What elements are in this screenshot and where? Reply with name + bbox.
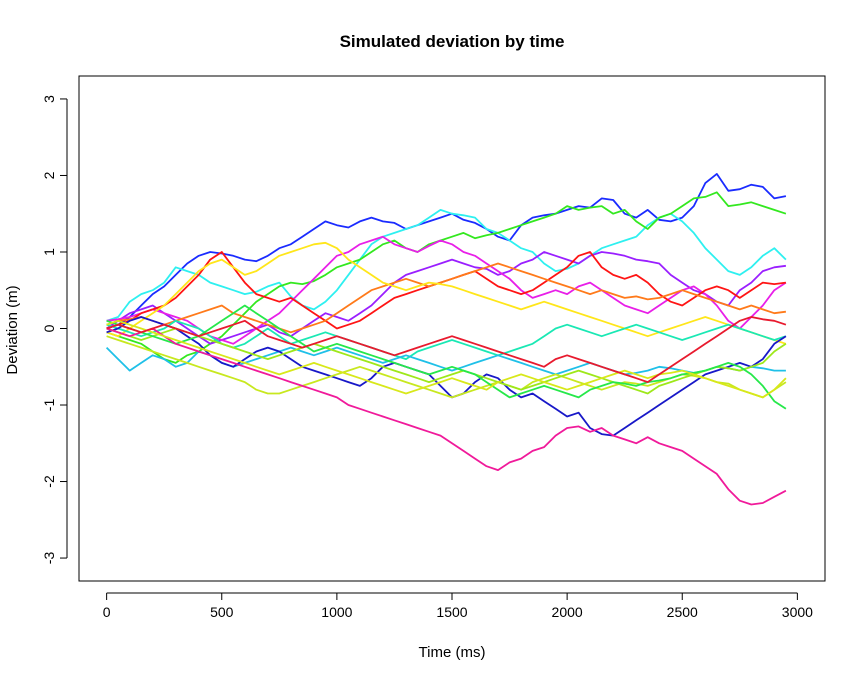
x-tick-label: 3000 [782, 604, 813, 620]
x-tick-label: 500 [210, 604, 234, 620]
plot-frame [78, 75, 826, 582]
x-axis: 0 500 1000 1500 2000 2500 3000 [103, 592, 813, 620]
series-line-4 [106, 251, 787, 345]
y-axis: -3 -2 -1 0 1 2 3 [41, 95, 68, 565]
x-tick-label: 2000 [552, 604, 583, 620]
series-line-17 [106, 316, 787, 384]
series-line-13 [106, 327, 787, 395]
y-tick-label: 2 [41, 171, 57, 179]
series-layer [105, 172, 787, 506]
series-line-15 [106, 327, 787, 506]
series-line-11 [106, 316, 787, 437]
series-line-2 [106, 208, 787, 322]
x-tick-label: 1000 [321, 604, 352, 620]
y-axis-label: Deviation (m) [4, 285, 21, 374]
y-tick-label: 0 [41, 324, 57, 332]
y-tick-label: -1 [41, 399, 57, 412]
series-line-16 [106, 319, 787, 399]
series-line-5 [106, 235, 787, 345]
series-line-7 [106, 262, 787, 334]
series-line-8 [106, 241, 787, 345]
series-line-3 [106, 191, 787, 364]
y-tick-label: 1 [41, 248, 57, 256]
series-line-14 [106, 304, 787, 410]
y-tick-label: 3 [41, 95, 57, 103]
x-tick-label: 0 [103, 604, 111, 620]
y-tick-label: -2 [41, 475, 57, 488]
x-tick-label: 1500 [436, 604, 467, 620]
x-tick-label: 2500 [667, 604, 698, 620]
x-axis-label: Time (ms) [419, 644, 486, 661]
chart-title: Simulated deviation by time [340, 32, 565, 51]
y-tick-label: -3 [41, 552, 57, 565]
